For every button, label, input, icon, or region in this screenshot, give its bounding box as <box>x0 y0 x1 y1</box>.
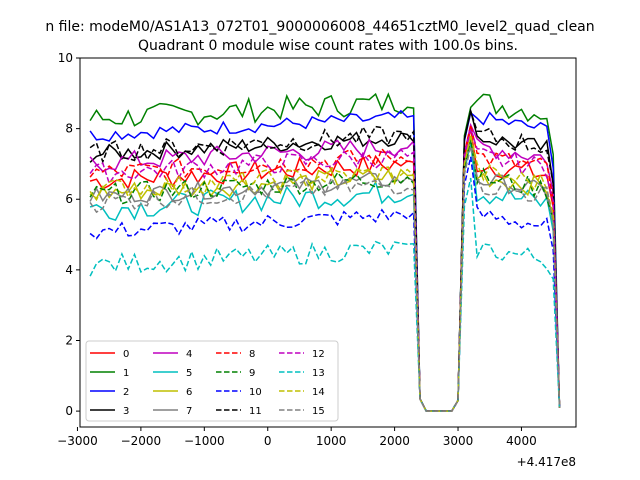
series-line-10 <box>89 156 561 412</box>
chart-suptitle: n file: modeM0/AS1A13_072T01_9000006008_… <box>45 19 594 35</box>
chart-title: Quadrant 0 module wise count rates with … <box>138 38 518 54</box>
series-line-8 <box>89 124 561 412</box>
plot-frame <box>79 57 577 428</box>
legend-label-2: 2 <box>123 387 129 398</box>
legend-label-5: 5 <box>186 368 192 379</box>
legend-label-9: 9 <box>249 368 255 379</box>
x-tick-label: −2000 <box>121 434 162 448</box>
series-line-7 <box>89 139 561 412</box>
legend-label-4: 4 <box>186 349 192 360</box>
legend-label-13: 13 <box>312 368 325 379</box>
legend-label-15: 15 <box>312 406 325 417</box>
x-tick-label: 4000 <box>506 434 537 448</box>
series-line-11 <box>89 108 561 412</box>
series-line-1 <box>89 92 561 412</box>
legend-label-3: 3 <box>123 406 129 417</box>
legend-label-11: 11 <box>249 406 262 417</box>
legend-label-1: 1 <box>123 368 129 379</box>
legend-label-8: 8 <box>249 349 255 360</box>
legend-label-6: 6 <box>186 387 192 398</box>
series-line-5 <box>89 142 561 412</box>
series-line-15 <box>89 146 561 412</box>
y-tick-label: 2 <box>65 333 73 347</box>
y-tick-label: 0 <box>65 404 73 418</box>
y-tick-label: 10 <box>58 51 73 65</box>
x-tick-label: −3000 <box>57 434 98 448</box>
x-tick-label: 3000 <box>443 434 474 448</box>
series-layer <box>89 92 561 412</box>
legend-label-7: 7 <box>186 406 192 417</box>
series-line-13 <box>89 177 561 412</box>
y-tick-label: 4 <box>65 263 73 277</box>
y-axis: 0 2 4 6 8 10 <box>58 51 80 418</box>
x-offset-label: +4.417e8 <box>517 455 576 469</box>
series-line-3 <box>89 110 561 412</box>
legend-label-14: 14 <box>312 387 325 398</box>
series-line-9 <box>89 139 561 412</box>
legend-label-0: 0 <box>123 349 129 360</box>
x-tick-label: 2000 <box>379 434 410 448</box>
x-tick-label: 0 <box>264 434 272 448</box>
y-tick-label: 6 <box>65 192 73 206</box>
y-tick-label: 8 <box>65 122 73 136</box>
series-line-0 <box>89 128 561 412</box>
series-line-4 <box>89 122 561 412</box>
legend-label-10: 10 <box>249 387 262 398</box>
x-axis: −3000 −2000 −1000 0 1000 2000 3000 4000 <box>57 427 537 448</box>
x-tick-label: −1000 <box>184 434 225 448</box>
series-line-2 <box>89 109 561 412</box>
x-tick-label: 1000 <box>316 434 347 448</box>
legend-label-12: 12 <box>312 349 325 360</box>
series-line-14 <box>89 135 561 412</box>
legend-box <box>85 340 339 422</box>
